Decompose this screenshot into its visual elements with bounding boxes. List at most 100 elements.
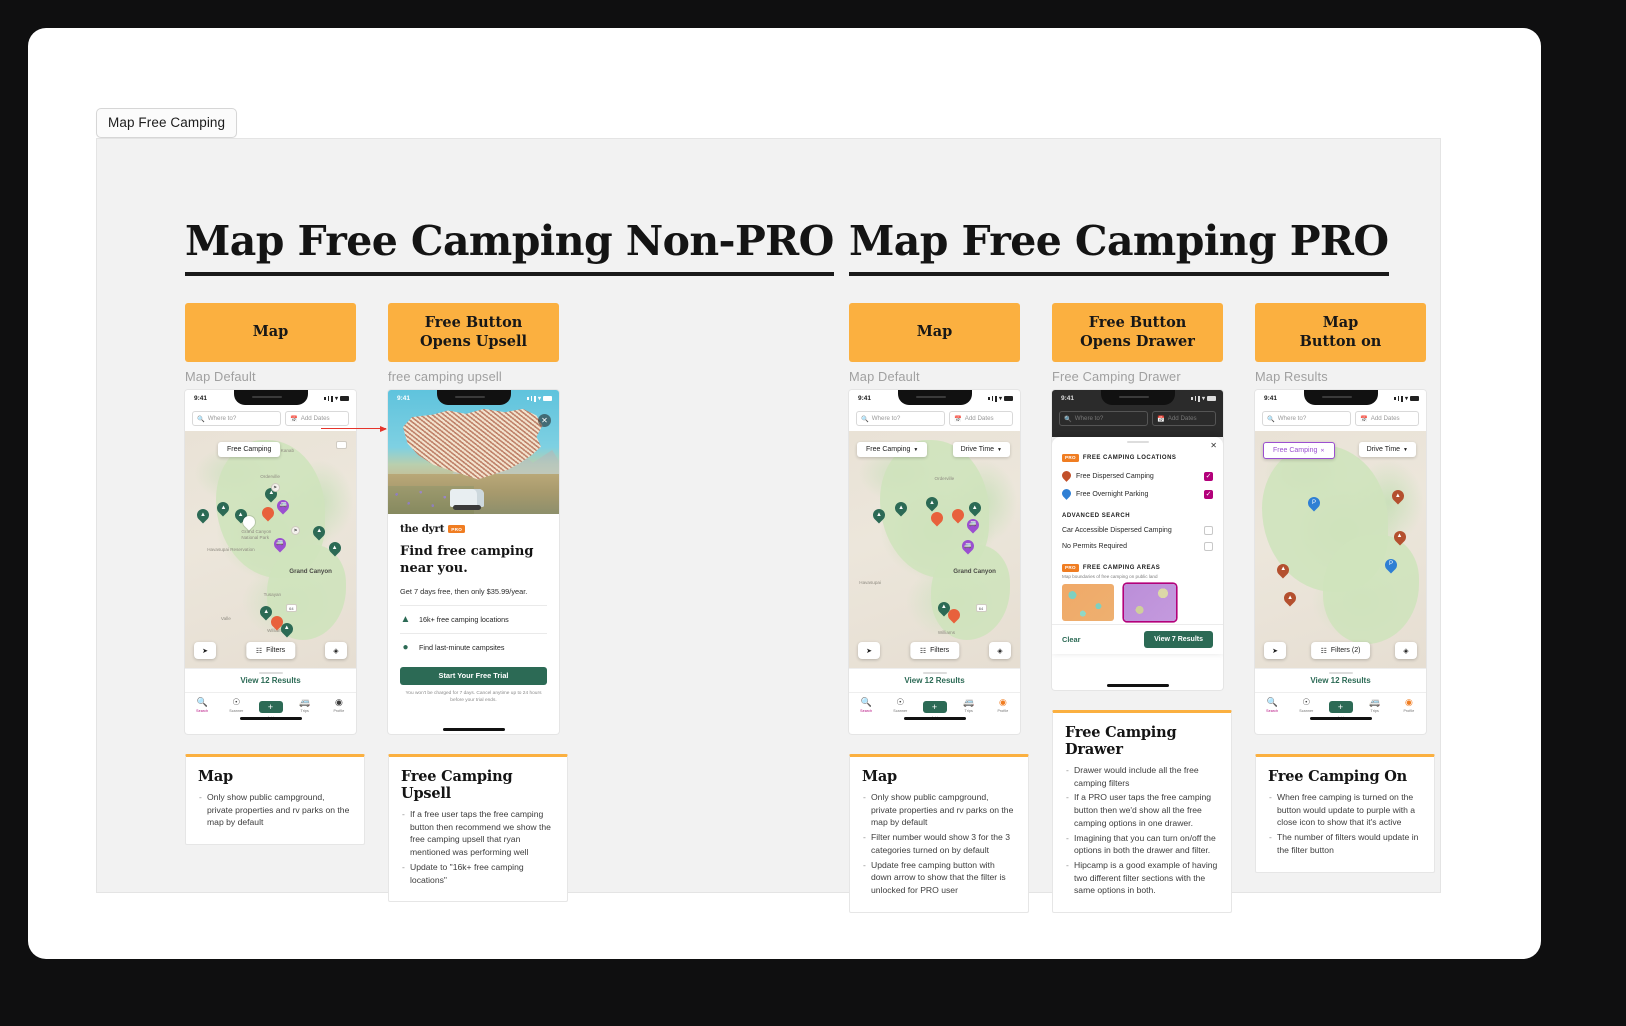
tab-scanner[interactable]: ☉ Scanner: [1289, 697, 1323, 713]
free-camping-button[interactable]: Free Camping: [218, 442, 281, 457]
close-icon[interactable]: ✕: [538, 414, 551, 427]
locate-me-button[interactable]: ➤: [194, 642, 216, 659]
filter-row-no-permits[interactable]: No Permits Required: [1062, 539, 1213, 555]
map-pin-tent[interactable]: ▲: [194, 506, 212, 524]
clear-button[interactable]: Clear: [1062, 635, 1081, 644]
checkbox-free-dispersed-camping[interactable]: [1204, 472, 1213, 482]
tab-search[interactable]: 🔍 Search: [185, 697, 219, 713]
search-icon: 🔍: [197, 415, 205, 423]
tab-profile[interactable]: ◉ Profile: [1392, 697, 1426, 713]
search-input[interactable]: 🔍 Where to?: [1262, 411, 1351, 426]
status-bar: 9:41 ▾: [1052, 390, 1223, 409]
frame-tab-label[interactable]: Map Free Camping: [96, 108, 238, 138]
map-pin-parking[interactable]: P: [1382, 556, 1400, 574]
bottom-tab-bar: 🔍 Search ☉ Scanner + Add: [1255, 692, 1426, 723]
map-pin-tent[interactable]: ▲: [935, 599, 953, 617]
drive-time-button[interactable]: Drive Time ▼: [1358, 442, 1416, 457]
start-free-trial-button[interactable]: Start Your Free Trial: [400, 666, 547, 685]
filters-button[interactable]: ☷ Filters (2): [1310, 642, 1371, 659]
checkbox-no-permits[interactable]: [1204, 542, 1213, 552]
filter-row-free-dispersed-camping[interactable]: Free Dispersed Camping: [1060, 468, 1213, 486]
map-pin-tent[interactable]: ▲: [278, 620, 296, 638]
tab-trips[interactable]: 🚐 Trips: [1358, 697, 1392, 713]
tab-trips[interactable]: 🚐 Trips: [288, 697, 322, 713]
map-layers-button[interactable]: ◈: [325, 642, 347, 659]
close-icon[interactable]: ✕: [1210, 441, 1217, 450]
filters-button[interactable]: ☷ Filters: [909, 642, 960, 659]
locate-me-button[interactable]: ➤: [858, 642, 880, 659]
free-camping-drawer: ✕ PRO FREE CAMPING LOCATIONS Free Disper…: [1052, 437, 1223, 654]
map-layers-button[interactable]: ◈: [989, 642, 1011, 659]
dates-placeholder: Add Dates: [1370, 415, 1400, 422]
map-pin-tent[interactable]: ▲: [870, 506, 888, 524]
map-pin-tent[interactable]: ▲: [214, 499, 232, 517]
map-pin-selected[interactable]: [945, 606, 963, 624]
search-input[interactable]: 🔍 Where to?: [856, 411, 945, 426]
map-pin-tent[interactable]: ▲: [966, 499, 984, 517]
map-layers-button[interactable]: ◈: [1395, 642, 1417, 659]
area-option-blm[interactable]: BLM: [1062, 583, 1114, 631]
areas-note: Map boundaries of free camping on public…: [1062, 573, 1158, 579]
view-results-button[interactable]: View 7 Results: [1144, 631, 1213, 648]
free-camping-button[interactable]: Free Camping ▼: [857, 442, 928, 457]
map-pin-rv[interactable]: 🚐: [959, 537, 977, 555]
map-pin-tent[interactable]: ▲: [326, 539, 344, 557]
map-pin-tent[interactable]: ▲: [257, 603, 275, 621]
tab-search[interactable]: 🔍 Search: [849, 697, 883, 713]
route-shield-icon: 64: [285, 604, 297, 612]
tab-label: Profile: [1403, 709, 1415, 713]
checkbox-car-accessible[interactable]: [1204, 526, 1213, 536]
filter-row-free-overnight-parking[interactable]: Free Overnight Parking: [1060, 486, 1213, 504]
map-pin-dispersed[interactable]: ▲: [1389, 487, 1407, 505]
scanner-icon: ☉: [232, 697, 241, 707]
pro-badge: PRO: [1062, 563, 1079, 572]
pin-icon: [1060, 469, 1073, 483]
view-results-button[interactable]: View 12 Results: [849, 668, 1020, 692]
close-icon[interactable]: ✕: [1320, 447, 1325, 454]
dates-input[interactable]: 📅 Add Dates: [285, 411, 349, 426]
map-pin-rv[interactable]: 🚐: [271, 535, 289, 553]
tab-search[interactable]: 🔍 Search: [1255, 697, 1289, 713]
filter-row-car-accessible[interactable]: Car Accessible Dispersed Camping: [1062, 523, 1213, 539]
map-canvas[interactable]: Free Camping ▼ Drive Time ▼ Orderville G…: [849, 431, 1020, 668]
map-pin-dispersed[interactable]: ▲: [1281, 589, 1299, 607]
map-pin-rv[interactable]: 🚐: [274, 497, 292, 515]
dates-input[interactable]: 📅 Add Dates: [1152, 411, 1216, 426]
status-icons: ▾: [1394, 395, 1419, 402]
tab-profile[interactable]: ◉ Profile: [986, 697, 1020, 713]
map-canvas[interactable]: Free Camping Orderville Kanab Grand Cany…: [185, 431, 356, 668]
status-time: 9:41: [1264, 395, 1278, 402]
map-pin-tent[interactable]: ▲: [310, 523, 328, 541]
map-pin-rv[interactable]: 🚐: [964, 516, 982, 534]
map-pin-tent[interactable]: ▲: [923, 494, 941, 512]
locate-me-button[interactable]: ➤: [1264, 642, 1286, 659]
filters-button[interactable]: ☷ Filters: [245, 642, 296, 659]
map-pin-tent[interactable]: ▲: [262, 485, 280, 503]
chevron-down-icon: ▼: [997, 446, 1002, 453]
map-pin-selected[interactable]: [259, 504, 277, 522]
map-pin-tent[interactable]: ▲: [892, 499, 910, 517]
map-pin-dispersed[interactable]: ▲: [1274, 561, 1292, 579]
drive-time-button[interactable]: Drive Time ▼: [952, 442, 1010, 457]
map-pin-selected[interactable]: [949, 506, 967, 524]
tab-scanner[interactable]: ☉ Scanner: [883, 697, 917, 713]
map-pin-dispersed[interactable]: ▲: [1391, 528, 1408, 546]
checkbox-free-overnight-parking[interactable]: [1204, 490, 1213, 500]
dates-input[interactable]: 📅 Add Dates: [949, 411, 1013, 426]
map-pin-parking[interactable]: P: [1305, 494, 1323, 512]
tab-trips[interactable]: 🚐 Trips: [952, 697, 986, 713]
view-results-button[interactable]: View 12 Results: [1255, 668, 1426, 692]
search-input[interactable]: 🔍 Where to?: [1059, 411, 1148, 426]
chip-label: Map: [849, 303, 1020, 362]
map-pin-tent[interactable]: ▲: [232, 506, 250, 524]
free-camping-button-active[interactable]: Free Camping ✕: [1263, 442, 1335, 459]
search-input[interactable]: 🔍 Where to?: [192, 411, 281, 426]
map-label-grand-canyon: Grand Canyon: [289, 568, 332, 576]
map-pin-selected[interactable]: [928, 509, 946, 527]
tab-label: Profile: [997, 709, 1009, 713]
view-results-button[interactable]: View 12 Results: [185, 668, 356, 692]
map-canvas[interactable]: Free Camping ✕ Drive Time ▼ P ▲ ▲ P: [1255, 431, 1426, 668]
tab-profile[interactable]: ◉ Profile: [322, 697, 356, 713]
dates-input[interactable]: 📅 Add Dates: [1355, 411, 1419, 426]
tab-scanner[interactable]: ☉ Scanner: [219, 697, 253, 713]
